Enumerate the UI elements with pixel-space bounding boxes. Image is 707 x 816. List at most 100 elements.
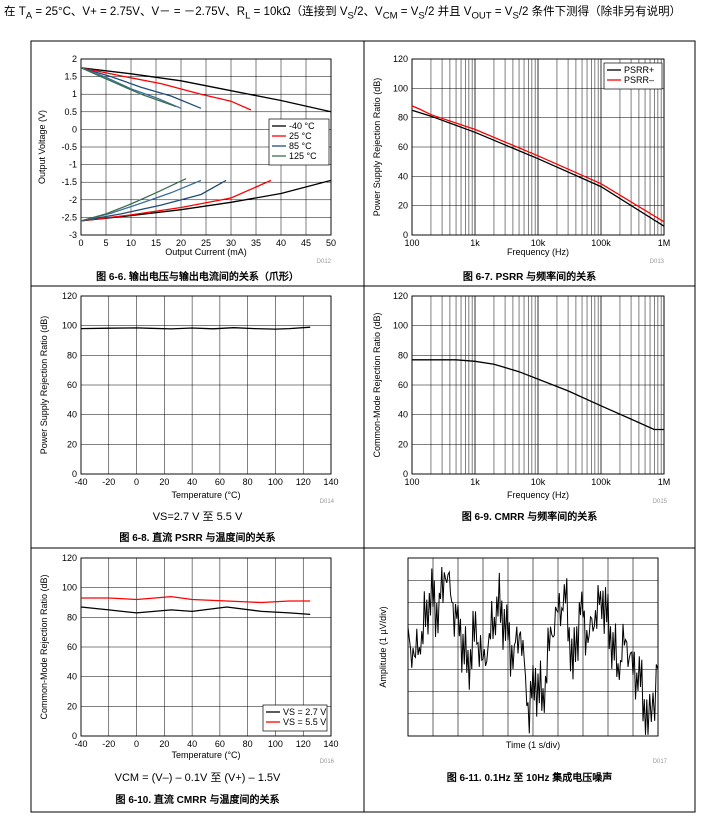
figure-subtitle: VS=2.7 V 至 5.5 V <box>152 511 243 523</box>
x-tick-label: 0 <box>78 238 83 248</box>
legend-box <box>268 118 330 166</box>
y-tick-label: 1 <box>72 89 77 99</box>
x-tick-label: 140 <box>323 477 338 487</box>
y-tick-label: 80 <box>67 612 77 622</box>
legend-label: VS = 2.7 V <box>283 707 326 717</box>
x-axis-label: Temperature (°C) <box>171 490 240 500</box>
figure-code: D016 <box>320 759 335 765</box>
plot-area-border <box>411 58 665 236</box>
gridlines <box>411 295 665 475</box>
legend-box <box>262 704 328 732</box>
y-axis-label: Power Supply Rejection Ratio (dB) <box>39 316 49 455</box>
x-tick-label: 15 <box>151 238 161 248</box>
x-tick-label: 5 <box>103 238 108 248</box>
x-tick-label: 20 <box>176 238 186 248</box>
x-tick-label: 100k <box>591 238 611 248</box>
series-line-85-c <box>80 67 182 109</box>
y-tick-label: 100 <box>393 321 408 331</box>
series-line-cmrr <box>412 359 664 431</box>
series-line-125-c <box>80 178 187 222</box>
x-tick-label: 45 <box>301 238 311 248</box>
x-tick-label: 1k <box>470 238 480 248</box>
y-axis-label: Amplitude (1 µV/div) <box>378 606 388 687</box>
figure-code: D013 <box>650 259 665 265</box>
series-line-25-c <box>80 67 252 111</box>
x-tick-label: 0 <box>134 477 139 487</box>
x-tick-label: 120 <box>296 739 311 749</box>
chart-dc-psrr-vs-temperature: -40 -20 0 20 40 60 80 100 120 140 0 20 40 60 80 100 120 T… <box>31 286 364 548</box>
x-tick-label: 80 <box>243 477 253 487</box>
figure-code: D014 <box>320 499 335 505</box>
series-line-vs-2-7-v <box>80 606 311 616</box>
plot-area-border <box>80 295 332 475</box>
plot-area-border <box>407 557 659 737</box>
chart-psrr-vs-frequency: 100 1k 10k 100k 1M 0 20 40 60 80 100 120 Frequency (… <box>364 41 695 286</box>
legend-label: VS = 5.5 V <box>283 717 326 727</box>
y-tick-label: 1.5 <box>64 72 77 82</box>
series-line-85-c <box>80 179 227 222</box>
y-tick-label: 100 <box>62 321 77 331</box>
x-tick-label: -20 <box>102 739 115 749</box>
y-tick-label: -2.5 <box>61 212 77 222</box>
y-tick-label: 0 <box>72 731 77 741</box>
y-tick-label: 120 <box>62 291 77 301</box>
x-tick-label: 60 <box>215 477 225 487</box>
legend-label: 125 °C <box>289 151 317 161</box>
x-tick-label: 50 <box>326 238 336 248</box>
chart-cmrr-vs-frequency: 100 1k 10k 100k 1M 0 20 40 60 80 100 120 Frequency (… <box>364 286 695 548</box>
x-axis-label: Frequency (Hz) <box>507 490 569 500</box>
y-tick-label: -3 <box>69 230 77 240</box>
y-tick-label: 80 <box>398 113 408 123</box>
y-tick-label: 80 <box>67 350 77 360</box>
x-tick-label: 100 <box>268 739 283 749</box>
conditions-header: 在 TA = 25°C、V+ = 2.75V、V－ = －2.75V、RL = … <box>4 6 682 22</box>
x-tick-label: 140 <box>323 739 338 749</box>
y-tick-label: -1 <box>69 160 77 170</box>
x-tick-label: -40 <box>74 477 87 487</box>
y-tick-label: 60 <box>67 380 77 390</box>
legend-label: PSRR– <box>624 75 654 85</box>
plot-area-border <box>80 58 332 236</box>
legend-label: -40 °C <box>289 121 315 131</box>
x-tick-label: 30 <box>226 238 236 248</box>
x-tick-label: 20 <box>159 739 169 749</box>
legend-label: PSRR+ <box>624 65 654 75</box>
x-tick-label: 25 <box>201 238 211 248</box>
figure-code: D015 <box>653 499 668 505</box>
x-axis-label: Time (1 s/div) <box>506 740 560 750</box>
x-tick-label: 1M <box>658 238 671 248</box>
x-tick-label: 100 <box>268 477 283 487</box>
series-line-125-c <box>80 67 177 108</box>
panel-frame <box>363 547 696 813</box>
y-tick-label: 0 <box>403 469 408 479</box>
x-tick-label: 120 <box>296 477 311 487</box>
y-axis-label: Power Supply Rejection Ratio (dB) <box>372 78 382 217</box>
gridlines <box>411 58 665 236</box>
figure-code: D012 <box>317 259 332 265</box>
figure-caption: 图 6-9. CMRR 与频率间的关系 <box>461 512 598 523</box>
x-tick-label: 35 <box>251 238 261 248</box>
y-tick-label: 20 <box>398 439 408 449</box>
y-tick-label: 20 <box>67 439 77 449</box>
y-tick-label: 0 <box>403 230 408 240</box>
plot-area-border <box>411 295 665 475</box>
chart-dc-cmrr-vs-temperature: -40 -20 0 20 40 60 80 100 120 140 0 20 40 60 80 100 120 T… <box>31 548 364 812</box>
x-tick-label: 1k <box>470 477 480 487</box>
legend-box <box>603 62 663 90</box>
series-line-psrr- <box>411 109 665 227</box>
y-tick-label: 40 <box>67 410 77 420</box>
x-tick-label: -40 <box>74 739 87 749</box>
figure-caption: 图 6-8. 直流 PSRR 与温度间的关系 <box>119 533 276 544</box>
x-tick-label: 60 <box>215 739 225 749</box>
y-tick-label: 120 <box>62 553 77 563</box>
x-tick-label: 20 <box>159 477 169 487</box>
x-tick-label: 40 <box>276 238 286 248</box>
x-axis-label: Temperature (°C) <box>171 750 240 760</box>
y-tick-label: 0 <box>72 469 77 479</box>
series-line-psrr <box>80 326 311 330</box>
figure-code: D017 <box>653 759 668 765</box>
x-tick-label: 1M <box>658 477 671 487</box>
x-tick-label: 100 <box>404 477 419 487</box>
y-axis-label: Common-Mode Rejection Ratio (dB) <box>372 312 382 457</box>
